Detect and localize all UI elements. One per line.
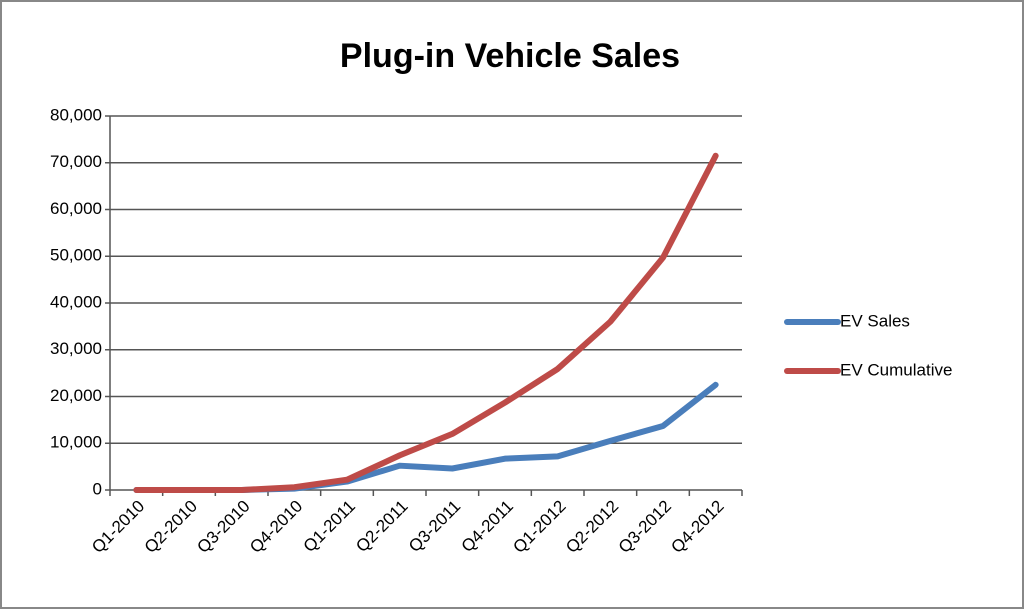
y-tick-label: 60,000	[50, 199, 102, 218]
y-tick-label: 70,000	[50, 152, 102, 171]
chart-title: Plug-in Vehicle Sales	[340, 37, 680, 75]
y-tick-label: 0	[93, 479, 102, 498]
y-tick-label: 20,000	[50, 386, 102, 405]
series-line	[133, 152, 719, 493]
y-tick-label: 50,000	[50, 246, 102, 265]
legend-label: EV Cumulative	[840, 360, 952, 379]
y-tick-label: 10,000	[50, 433, 102, 452]
y-tick-label: 30,000	[50, 339, 102, 358]
legend-label: EV Sales	[840, 311, 910, 330]
y-tick-label: 40,000	[50, 292, 102, 311]
y-tick-label: 80,000	[50, 105, 102, 124]
